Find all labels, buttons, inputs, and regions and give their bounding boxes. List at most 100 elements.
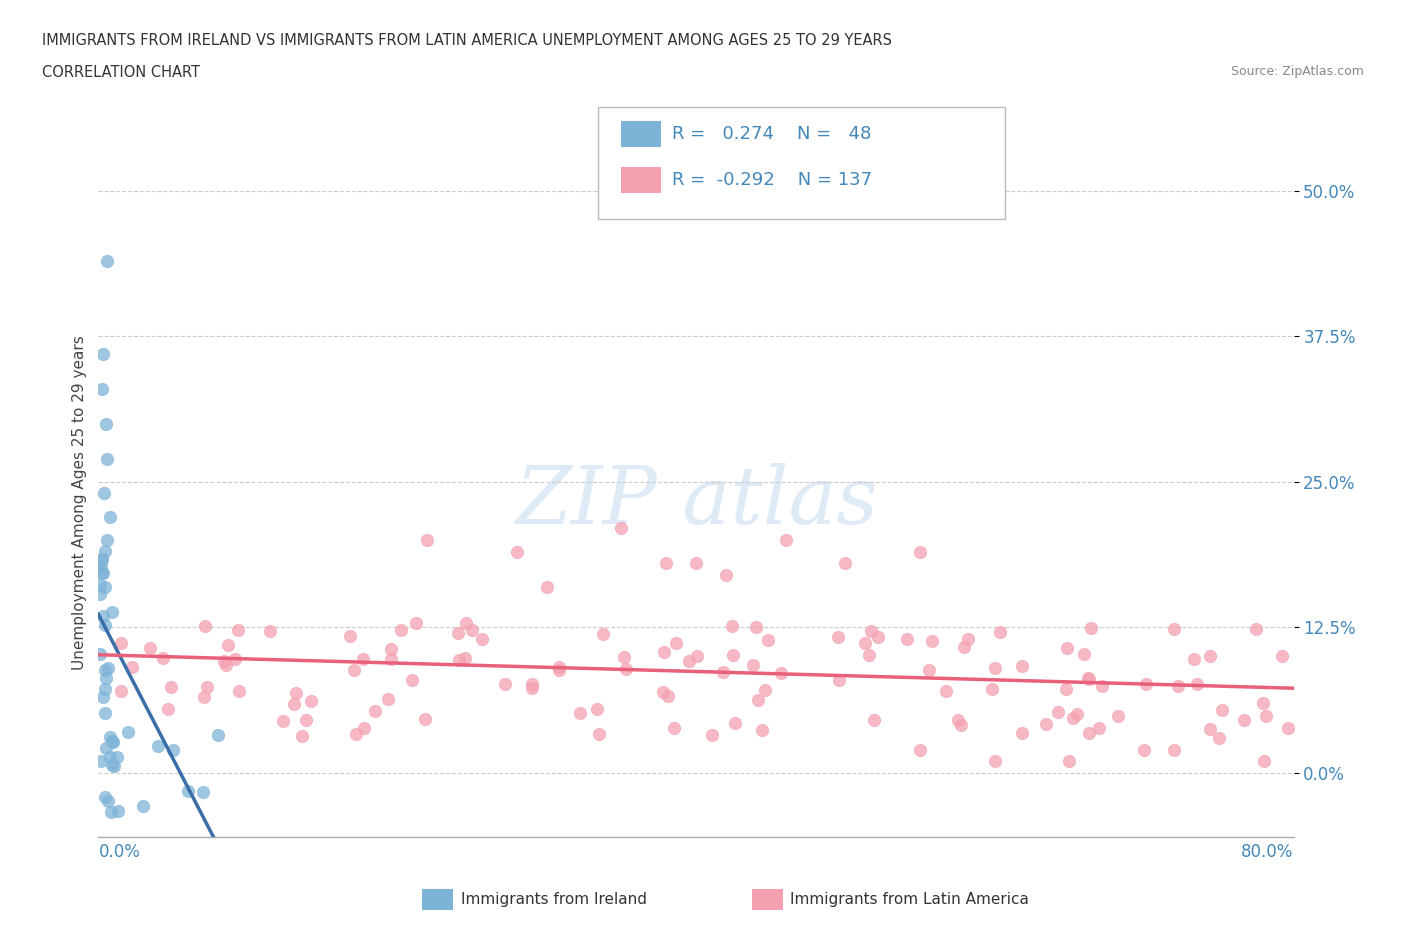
Point — [948, 712, 970, 727]
Point — [96, 451, 118, 466]
Point — [94, 618, 117, 633]
Point — [91, 551, 114, 566]
Point — [162, 742, 184, 757]
Point — [775, 533, 797, 548]
Point — [1208, 731, 1230, 746]
Point — [107, 804, 129, 818]
Point — [1253, 754, 1275, 769]
Point — [177, 784, 200, 799]
Point — [191, 784, 214, 799]
Point — [858, 647, 880, 662]
Point — [215, 658, 238, 672]
Point — [1073, 646, 1095, 661]
Point — [613, 649, 636, 664]
Point — [614, 662, 637, 677]
Point — [1133, 742, 1156, 757]
Point — [207, 727, 229, 742]
Point — [494, 676, 516, 691]
Point — [284, 685, 307, 700]
Point — [132, 799, 155, 814]
Point — [380, 642, 402, 657]
Point — [665, 635, 688, 650]
Point — [416, 533, 439, 548]
Text: Source: ZipAtlas.com: Source: ZipAtlas.com — [1230, 65, 1364, 78]
Point — [896, 631, 918, 646]
Point — [983, 660, 1005, 675]
Point — [522, 681, 544, 696]
Point — [90, 558, 112, 573]
Point — [228, 684, 250, 698]
Point — [91, 565, 114, 580]
Point — [950, 717, 973, 732]
Point — [471, 631, 494, 646]
Point — [377, 692, 399, 707]
Text: 80.0%: 80.0% — [1241, 843, 1294, 861]
Point — [87, 560, 110, 575]
Text: CORRELATION CHART: CORRELATION CHART — [42, 65, 200, 80]
Point — [110, 635, 132, 650]
Point — [1062, 711, 1084, 725]
Point — [828, 673, 851, 688]
Point — [1198, 722, 1220, 737]
Point — [105, 750, 128, 764]
Point — [1163, 742, 1185, 757]
Point — [1211, 702, 1233, 717]
Text: Immigrants from Ireland: Immigrants from Ireland — [461, 892, 647, 907]
Point — [94, 543, 117, 558]
Point — [981, 682, 1004, 697]
Point — [1011, 725, 1033, 740]
Point — [295, 712, 318, 727]
Point — [957, 631, 980, 646]
Point — [751, 723, 773, 737]
Point — [592, 627, 614, 642]
Point — [148, 738, 170, 753]
Point — [1056, 640, 1078, 655]
Point — [100, 804, 122, 819]
Point — [401, 672, 423, 687]
Point — [536, 579, 558, 594]
Point — [152, 651, 174, 666]
Point — [547, 663, 569, 678]
Point — [952, 640, 974, 655]
Point — [685, 556, 707, 571]
Point — [91, 346, 114, 361]
Point — [1163, 621, 1185, 636]
Point — [685, 649, 707, 664]
Point — [413, 711, 436, 726]
Point — [678, 654, 700, 669]
Point — [103, 759, 125, 774]
Point — [90, 565, 112, 580]
Point — [652, 645, 675, 660]
Point — [1011, 658, 1033, 673]
Point — [91, 552, 114, 567]
Point — [868, 629, 890, 644]
Point — [449, 653, 471, 668]
Point — [1182, 652, 1205, 667]
Point — [98, 750, 121, 764]
Point — [101, 734, 124, 749]
Point — [94, 682, 117, 697]
Point — [754, 683, 776, 698]
Point — [983, 754, 1005, 769]
Point — [97, 660, 120, 675]
Point — [586, 701, 609, 716]
Point — [714, 567, 737, 582]
Point — [89, 646, 111, 661]
Point — [380, 652, 402, 667]
Point — [98, 510, 121, 525]
Point — [547, 659, 569, 674]
Point — [1078, 725, 1101, 740]
Point — [193, 689, 215, 704]
Point — [700, 728, 723, 743]
Point — [1167, 679, 1189, 694]
Point — [859, 623, 882, 638]
Point — [344, 726, 367, 741]
Point — [745, 619, 768, 634]
Point — [94, 663, 117, 678]
Point — [224, 651, 246, 666]
Text: 0.0%: 0.0% — [98, 843, 141, 861]
Point — [389, 623, 412, 638]
Point — [520, 677, 543, 692]
Point — [588, 726, 610, 741]
Point — [110, 684, 132, 699]
